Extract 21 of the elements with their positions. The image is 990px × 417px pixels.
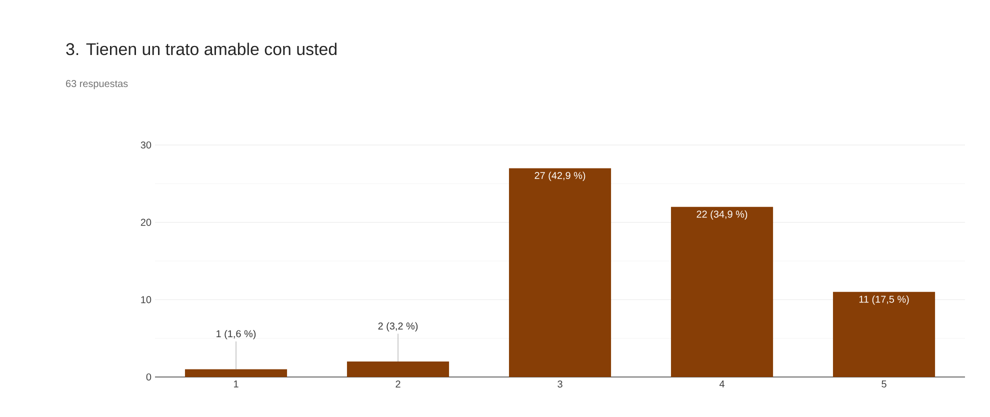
- x-tick-label: 5: [882, 380, 886, 388]
- y-tick-label: 20: [140, 218, 152, 226]
- y-tick-label: 30: [140, 141, 152, 149]
- data-label: 1 (1,6 %): [216, 330, 256, 340]
- bar: [184, 369, 288, 377]
- chart-subtitle: 63 respuestas: [66, 80, 128, 90]
- x-tick-label: 4: [719, 380, 724, 388]
- data-label: 27 (42,9 %): [534, 172, 586, 181]
- x-tick-label: 1: [234, 380, 238, 388]
- bar: [670, 206, 774, 377]
- y-tick-label: 0: [146, 373, 152, 381]
- bar: [508, 168, 612, 377]
- data-label: 22 (34,9 %): [696, 210, 748, 220]
- y-tick-label: 10: [141, 296, 152, 304]
- chart-title: 3. Tienen un trato amable con usted: [66, 42, 336, 56]
- data-label: 2 (3,2 %): [378, 322, 418, 332]
- x-tick-label: 2: [396, 380, 400, 388]
- data-label: 11 (17,5 %): [859, 295, 909, 305]
- x-tick-label: 3: [558, 380, 562, 388]
- bar: [832, 292, 936, 377]
- bar: [346, 362, 450, 377]
